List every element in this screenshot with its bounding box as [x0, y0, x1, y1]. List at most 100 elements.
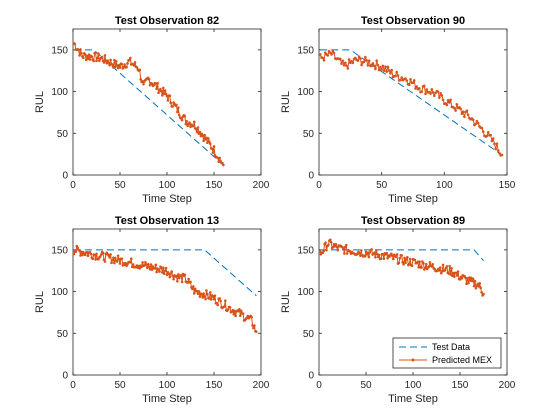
series-predicted-point — [408, 257, 412, 261]
series-predicted-point — [445, 265, 449, 268]
series-predicted-point — [466, 113, 470, 117]
series-predicted-point — [370, 248, 373, 251]
series-predicted-point — [385, 251, 388, 255]
x-tick-label: 50 — [114, 380, 126, 391]
series-predicted-point — [345, 64, 348, 68]
series-predicted-point — [179, 274, 183, 277]
series-predicted-point — [100, 55, 104, 59]
series-predicted-point — [406, 255, 409, 259]
series-predicted-point — [453, 106, 456, 110]
series-predicted-point — [423, 266, 427, 270]
series-predicted-point — [80, 52, 83, 55]
x-tick-label: 100 — [436, 180, 453, 191]
x-tick-label: 100 — [405, 380, 422, 391]
series-predicted-point — [415, 85, 419, 88]
series-predicted-point — [160, 266, 163, 269]
series-test-data-line — [319, 249, 484, 262]
series-predicted-point — [422, 261, 425, 265]
plot-area — [318, 28, 508, 176]
x-tick-label: 0 — [316, 180, 322, 191]
series-predicted-point — [412, 79, 416, 82]
subplot-title: Test Observation 13 — [115, 215, 219, 227]
series-predicted-point — [363, 255, 367, 258]
series-predicted-point — [126, 62, 129, 65]
series-predicted-point — [101, 251, 105, 255]
series-predicted-point — [132, 64, 136, 67]
series-predicted-point — [394, 74, 397, 78]
series-predicted-point — [403, 256, 406, 260]
series-predicted-point — [334, 242, 338, 246]
series-predicted-point — [322, 249, 326, 253]
x-tick-label: 50 — [114, 180, 126, 191]
series-predicted-point — [327, 243, 330, 247]
series-predicted-point — [210, 147, 214, 151]
series-predicted-point — [122, 65, 126, 69]
series-predicted-point — [109, 253, 112, 256]
series-predicted-point — [496, 149, 500, 152]
series-predicted-point — [176, 106, 180, 110]
series-predicted-point — [163, 89, 167, 92]
series-predicted-point — [360, 249, 363, 252]
y-tick-label: 50 — [303, 129, 315, 140]
series-predicted-point — [147, 265, 151, 269]
series-predicted-point — [205, 289, 208, 292]
series-predicted-point — [202, 292, 205, 295]
series-predicted-point — [193, 287, 197, 291]
series-predicted-point — [185, 119, 189, 123]
series-predicted-point — [154, 263, 158, 267]
series-predicted-point — [241, 312, 245, 315]
series-predicted-point — [76, 246, 79, 250]
series-predicted-point — [159, 87, 162, 91]
series-predicted-point — [203, 133, 206, 137]
series-predicted-point — [420, 90, 424, 93]
series-predicted-point — [107, 61, 111, 65]
series-predicted-point — [120, 62, 124, 66]
series-predicted-point — [399, 78, 402, 82]
series-predicted-point — [467, 281, 470, 285]
series-predicted-point — [498, 152, 501, 155]
x-tick-label: 200 — [253, 380, 270, 391]
series-predicted-point — [166, 99, 170, 102]
y-tick-label: 100 — [51, 287, 68, 298]
series-predicted-point — [104, 59, 108, 63]
y-tick-label: 100 — [51, 87, 68, 98]
series-predicted-point — [218, 297, 221, 300]
series-predicted-point — [209, 298, 213, 301]
series-predicted-point — [180, 118, 184, 122]
series-predicted-point — [474, 122, 477, 126]
series-predicted-point — [74, 250, 78, 254]
series-predicted-point — [108, 256, 111, 259]
series-predicted-point — [374, 255, 377, 259]
series-predicted-point — [95, 59, 98, 63]
series-predicted-point — [83, 53, 87, 56]
series-predicted-point — [400, 254, 404, 257]
x-axis-label: Time Step — [388, 393, 438, 405]
series-predicted-point — [85, 54, 89, 58]
series-predicted-point — [431, 263, 435, 266]
series-predicted-point — [387, 69, 391, 72]
series-predicted-point — [381, 64, 385, 68]
series-predicted-point — [95, 252, 98, 256]
subplot-title: Test Observation 82 — [115, 15, 219, 27]
series-predicted-point — [250, 315, 253, 319]
series-predicted-point — [204, 297, 207, 301]
series-predicted-point — [212, 145, 216, 148]
subplot-1: 0 50 100 150 200 0 50 100 150 Test Observation 82… — [34, 15, 270, 205]
y-tick-label: 50 — [57, 129, 69, 140]
series-predicted-point — [450, 267, 453, 270]
series-predicted-point — [238, 308, 241, 311]
series-predicted-point — [222, 163, 225, 167]
series-predicted-point — [99, 253, 103, 256]
series-predicted-point — [189, 280, 192, 284]
series-predicted-point — [354, 56, 357, 60]
series-predicted-point — [328, 238, 332, 242]
series-predicted-point — [342, 64, 346, 67]
series-predicted-point — [176, 273, 180, 276]
series-predicted-point — [188, 121, 191, 124]
series-predicted-point — [191, 287, 194, 291]
series-predicted-point — [375, 59, 378, 62]
x-tick-label: 150 — [206, 180, 223, 191]
series-predicted-point — [495, 142, 499, 145]
x-axis-label: Time Step — [142, 393, 192, 405]
series-predicted-point — [368, 251, 372, 254]
